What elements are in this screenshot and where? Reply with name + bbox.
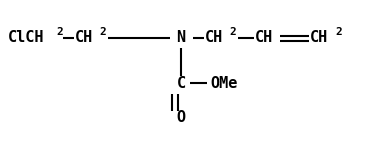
Text: C: C — [176, 76, 186, 91]
Text: CH: CH — [75, 30, 93, 45]
Text: CH: CH — [310, 30, 328, 45]
Text: 2: 2 — [335, 27, 342, 37]
Text: N: N — [176, 30, 186, 45]
Text: O: O — [176, 111, 186, 126]
Text: 2: 2 — [56, 27, 63, 37]
Text: 2: 2 — [99, 27, 106, 37]
Text: 2: 2 — [229, 27, 236, 37]
Text: CH: CH — [205, 30, 223, 45]
Text: OMe: OMe — [210, 76, 237, 91]
Text: CH: CH — [255, 30, 273, 45]
Text: ClCH: ClCH — [8, 30, 45, 45]
